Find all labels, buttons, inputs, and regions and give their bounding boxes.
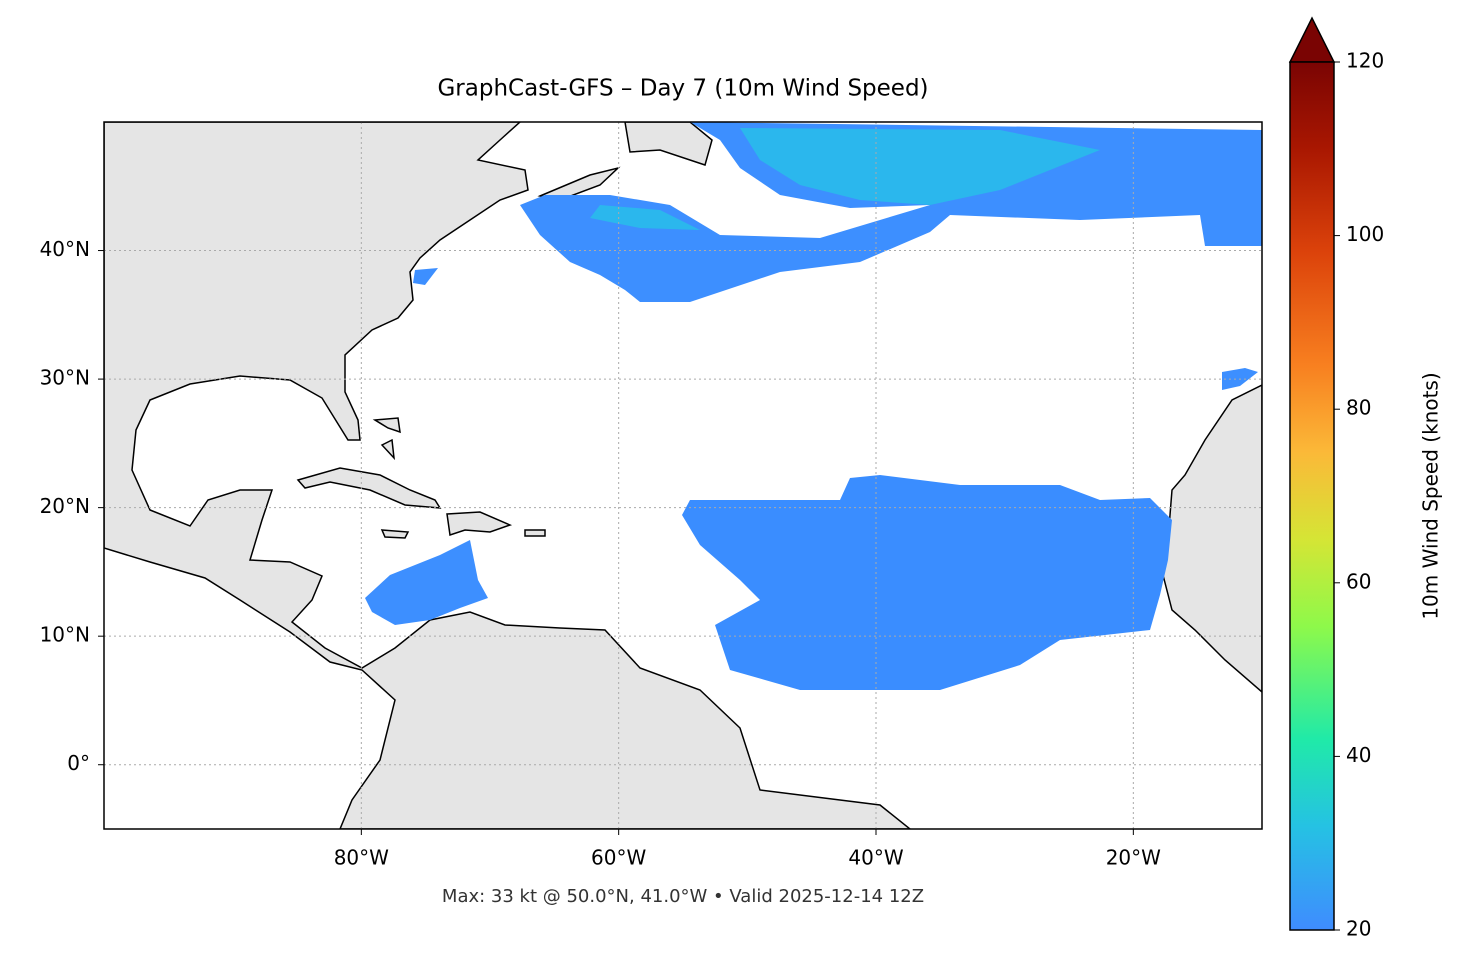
colorbar-extend: [1288, 16, 1336, 63]
newfoundland: [624, 122, 713, 166]
jamaica: [380, 529, 410, 539]
colorbar-ramp: [1289, 61, 1335, 931]
colorbar-tick-label: 60: [1346, 569, 1371, 593]
hispaniola: [446, 511, 513, 536]
y-tick-label: 40°N: [40, 237, 90, 261]
colorbar: 20 40 60 80 100 120: [1288, 16, 1384, 941]
americas: [104, 122, 912, 829]
wind-core: [590, 128, 1100, 230]
y-tick-label: 30°N: [40, 366, 90, 390]
x-tick-label: 80°W: [334, 846, 389, 870]
colorbar-tick-label: 100: [1346, 222, 1384, 246]
colorbar-tick-label: 120: [1346, 49, 1384, 73]
x-tick-label: 60°W: [591, 846, 646, 870]
colorbar-tick-label: 40: [1346, 743, 1371, 767]
x-tick-label: 20°W: [1106, 846, 1161, 870]
colorbar-tick-label: 20: [1346, 917, 1371, 941]
puerto-rico: [524, 529, 546, 537]
y-tick-label: 0°: [67, 751, 90, 775]
colorbar-tick-label: 80: [1346, 396, 1371, 420]
y-tick-label: 10°N: [40, 623, 90, 647]
colorbar-label: 10m Wind Speed (knots): [1419, 372, 1443, 619]
x-tick-label: 40°W: [848, 846, 903, 870]
map: [104, 122, 1262, 829]
wind-field: [520, 122, 1262, 302]
footer-note: Max: 33 kt @ 50.0°N, 41.0°W • Valid 2025…: [442, 886, 924, 907]
plot-frame: [103, 121, 1263, 830]
chart-title: GraphCast-GFS – Day 7 (10m Wind Speed): [437, 76, 928, 102]
wind-nyc: [413, 268, 438, 285]
bahamas: [372, 417, 401, 461]
y-tick-label: 20°N: [40, 494, 90, 518]
wind-caribbean: [365, 540, 488, 625]
grid: [104, 122, 1262, 829]
